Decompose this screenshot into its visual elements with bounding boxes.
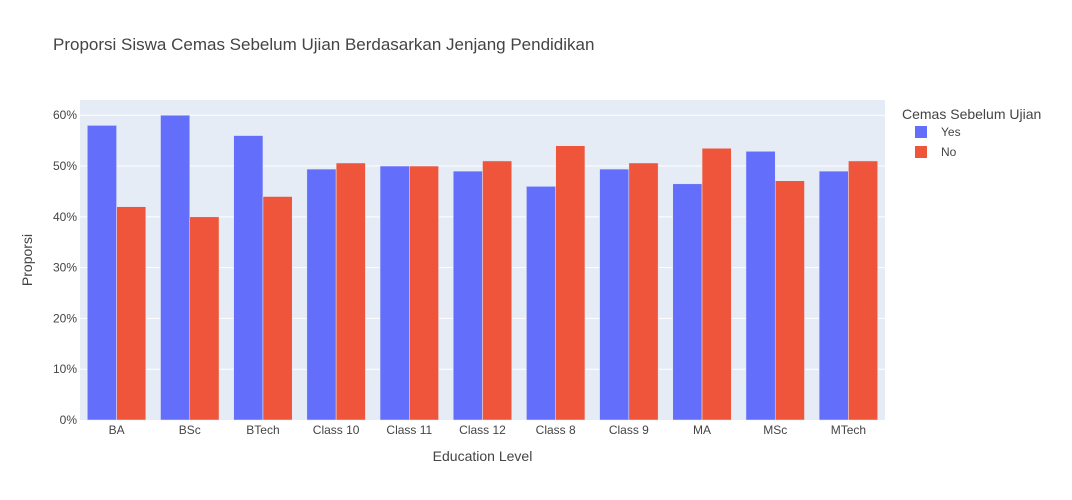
x-tick-label: BSc xyxy=(179,423,201,437)
y-tick-label: 40% xyxy=(53,210,77,224)
bar-yes[interactable] xyxy=(306,168,337,421)
x-tick-label: Class 9 xyxy=(609,423,649,437)
x-tick-label: BTech xyxy=(246,423,279,437)
x-tick-label: Class 8 xyxy=(536,423,576,437)
bar-no[interactable] xyxy=(701,148,732,421)
bar-yes[interactable] xyxy=(672,183,703,421)
y-axis-title: Proporsi xyxy=(19,234,35,286)
y-axis-ticks: 0% 10% 20% 30% 40% 50% 60% xyxy=(53,108,77,427)
bar-yes[interactable] xyxy=(745,151,776,421)
bar-yes[interactable] xyxy=(452,170,483,421)
x-tick-label: Class 10 xyxy=(313,423,360,437)
x-tick-label: MSc xyxy=(763,423,787,437)
y-tick-label: 0% xyxy=(60,413,78,427)
bar-no[interactable] xyxy=(116,206,147,421)
x-tick-label: MTech xyxy=(831,423,866,437)
bar-yes[interactable] xyxy=(818,170,849,421)
bar-no[interactable] xyxy=(628,162,659,421)
x-axis-ticks: BA BSc BTech Class 10 Class 11 Class 12 Class … xyxy=(109,423,866,437)
bars xyxy=(87,114,878,421)
x-axis-title: Education Level xyxy=(433,448,533,464)
bar-no[interactable] xyxy=(409,165,439,421)
bar-no[interactable] xyxy=(555,145,586,421)
legend-swatch-yes[interactable] xyxy=(915,126,927,138)
bar-yes[interactable] xyxy=(233,135,264,421)
bar-yes[interactable] xyxy=(379,165,410,421)
bar-no[interactable] xyxy=(848,160,878,421)
bar-no[interactable] xyxy=(774,180,805,421)
bar-yes[interactable] xyxy=(599,168,630,421)
bar-no[interactable] xyxy=(482,160,513,421)
legend-title: Cemas Sebelum Ujian xyxy=(902,106,1041,122)
y-tick-label: 50% xyxy=(53,159,77,173)
x-tick-label: MA xyxy=(693,423,711,437)
y-tick-label: 60% xyxy=(53,108,77,122)
legend-item-yes[interactable]: Yes xyxy=(941,125,961,139)
bar-yes[interactable] xyxy=(87,125,117,421)
x-tick-label: Class 11 xyxy=(386,423,432,437)
legend[interactable]: Cemas Sebelum Ujian Yes No xyxy=(902,106,1041,159)
y-tick-label: 10% xyxy=(53,362,77,376)
x-tick-label: BA xyxy=(109,423,125,437)
chart-title: Proporsi Siswa Cemas Sebelum Ujian Berda… xyxy=(53,35,594,54)
y-tick-label: 20% xyxy=(53,311,77,325)
bar-no[interactable] xyxy=(189,216,220,421)
y-tick-label: 30% xyxy=(53,261,77,275)
x-tick-label: Class 12 xyxy=(459,423,506,437)
bar-no[interactable] xyxy=(335,162,366,421)
bar-no[interactable] xyxy=(262,196,293,421)
legend-swatch-no[interactable] xyxy=(915,146,927,158)
bar-yes[interactable] xyxy=(160,114,191,421)
bar-yes[interactable] xyxy=(526,186,556,421)
legend-item-no[interactable]: No xyxy=(941,145,957,159)
